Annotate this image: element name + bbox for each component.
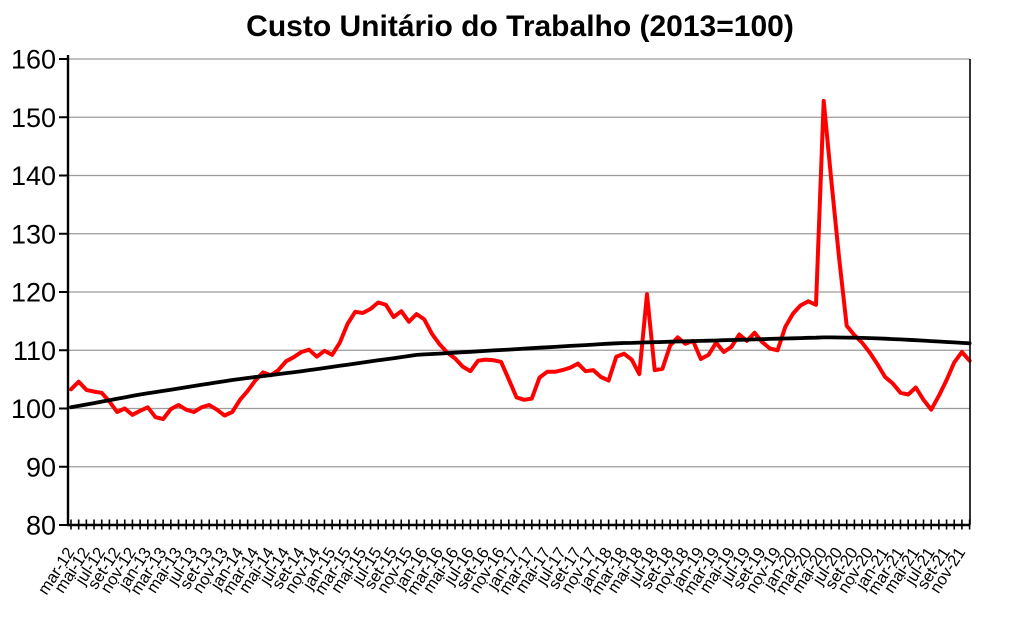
trend-series-line (69, 335, 972, 410)
y-axis-label: 80 (26, 511, 56, 541)
y-axis-label: 120 (11, 278, 56, 308)
y-axis-label: 100 (11, 394, 56, 424)
y-axis-label: 110 (13, 336, 56, 366)
red-series-line (69, 98, 972, 421)
y-axis-label: 150 (11, 103, 56, 133)
chart-title: Custo Unitário do Trabalho (2013=100) (246, 10, 794, 43)
y-axis-label: 160 (11, 45, 56, 75)
y-axis-label: 130 (11, 219, 56, 249)
y-axis-label: 90 (26, 452, 56, 482)
y-axis-label: 140 (11, 161, 56, 191)
